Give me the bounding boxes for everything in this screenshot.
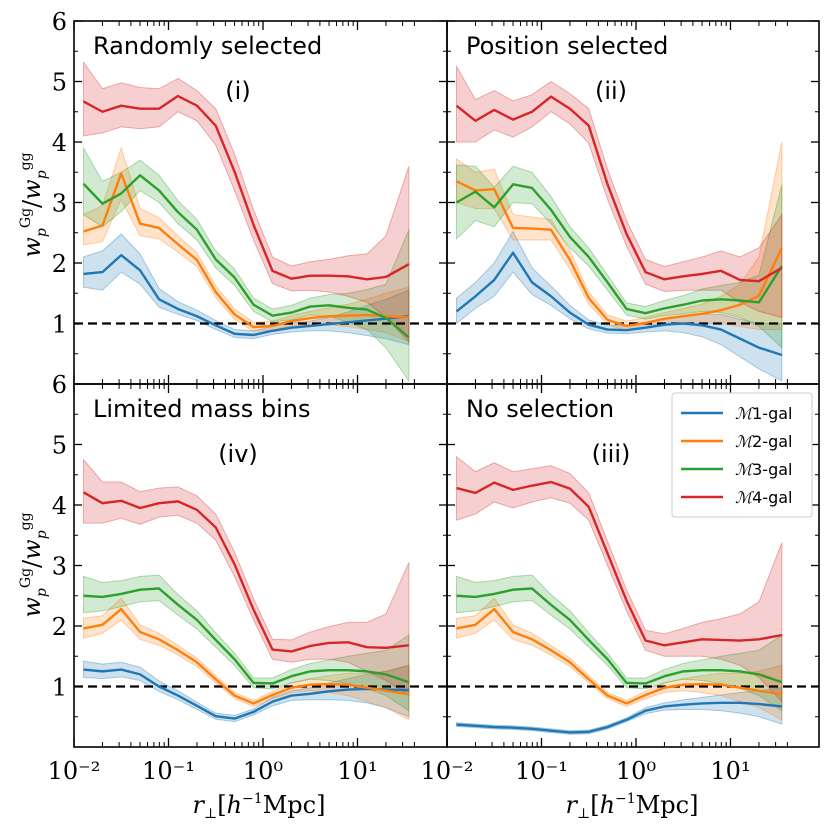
x-axis-label-right: r⊥[h−1Mpc] [566, 791, 699, 822]
series-line-m3-gal [456, 587, 783, 685]
series-line-m1-gal [455, 251, 783, 357]
legend-label: ℳ1-gal [735, 404, 792, 423]
band-m2-gal [82, 597, 410, 721]
series-line-m2-gal [83, 172, 409, 329]
y-tick-label: 2 [52, 250, 67, 278]
series-line-m1-gal [83, 253, 410, 337]
band-m3-gal [82, 146, 410, 383]
x-axis-label-left: r⊥[h−1Mpc] [193, 791, 326, 822]
legend-frame [671, 392, 813, 518]
series-line-m4-gal [456, 480, 783, 647]
panel-top-right: Position selected (ii) [446, 20, 820, 385]
series-line-m4-gal [82, 491, 410, 653]
y-tick-label: 3 [52, 190, 67, 218]
panel-tag: (iii) [592, 440, 631, 468]
y-tick-label: 3 [52, 553, 67, 581]
band-m2-gal [455, 597, 783, 721]
series-line-m2-gal [455, 180, 783, 328]
plot-area [447, 64, 819, 382]
legend-label: ℳ2-gal [735, 432, 792, 451]
band-m1-gal [455, 230, 783, 382]
band-m1-gal [82, 233, 410, 346]
panel-title: Randomly selected [93, 32, 322, 60]
plot-area [447, 455, 819, 735]
series-line-m4-gal [455, 95, 783, 283]
band-m4-gal [455, 64, 783, 319]
legend-label: ℳ3-gal [735, 460, 792, 479]
band-m2-gal [82, 146, 410, 343]
x-tick-label: 10⁻¹ [142, 757, 195, 785]
y-tick-label: 1 [52, 674, 67, 702]
x-tick-label: 10⁻² [48, 757, 101, 785]
band-m2-gal [455, 141, 783, 332]
y-tick-label: 5 [52, 69, 67, 97]
panel-bottom-left: 1 2 3 4 5 6 10⁻² 10⁻¹ 10⁰ 10¹ Limited mass bins (iv… [48, 371, 448, 785]
y-axis-label-top: wpGg/wpgg [18, 152, 50, 257]
y-tick-label: 5 [52, 432, 67, 460]
band-m1-gal [82, 660, 410, 723]
panel-title: No selection [466, 395, 614, 423]
y-tick-label: 4 [52, 492, 67, 520]
y-tick-label: 6 [52, 8, 67, 36]
legend: ℳ1-gal ℳ2-gal ℳ3-gal ℳ4-gal [671, 392, 813, 518]
plot-area [74, 60, 447, 383]
x-tick-label: 10⁻¹ [515, 757, 568, 785]
x-tick-label: 10⁰ [616, 757, 656, 785]
panel-top-left: 1 2 3 4 5 6 Randomly selected (i) [52, 8, 448, 385]
panel-tag: (iv) [218, 440, 258, 468]
y-tick-label: 6 [52, 371, 67, 399]
band-m3-gal [455, 574, 783, 712]
x-tick-label: 10¹ [710, 757, 750, 785]
y-tick-label: 2 [52, 613, 67, 641]
x-tick-label: 10¹ [337, 757, 377, 785]
series-line-m2-gal [83, 607, 410, 705]
series-line-m3-gal [83, 587, 410, 685]
series-line-m4-gal [82, 94, 410, 281]
plot-area [74, 458, 447, 723]
series-line-m1-gal [456, 701, 783, 734]
series-line-m3-gal [82, 174, 410, 339]
panel-bottom-right: 10⁻² 10⁻¹ 10⁰ 10¹ No selection (iii) [421, 383, 820, 785]
series-line-m1-gal [83, 668, 409, 720]
series-line-m3-gal [455, 183, 783, 315]
band-m4-gal [82, 458, 410, 697]
series-line-m2-gal [456, 607, 783, 705]
band-m1-gal [455, 687, 783, 735]
legend-label: ℳ4-gal [735, 488, 792, 507]
panel-tag: (i) [225, 77, 250, 105]
panel-tag: (ii) [595, 77, 627, 105]
y-tick-label: 4 [52, 129, 67, 157]
panel-title: Position selected [466, 32, 668, 60]
y-axis-label-bottom: wpGg/wpgg [18, 512, 50, 617]
x-tick-label: 10⁰ [243, 757, 283, 785]
y-tick-label: 1 [52, 311, 67, 339]
band-m3-gal [82, 574, 410, 712]
x-tick-label: 10⁻² [421, 757, 474, 785]
panel-title: Limited mass bins [93, 395, 310, 423]
